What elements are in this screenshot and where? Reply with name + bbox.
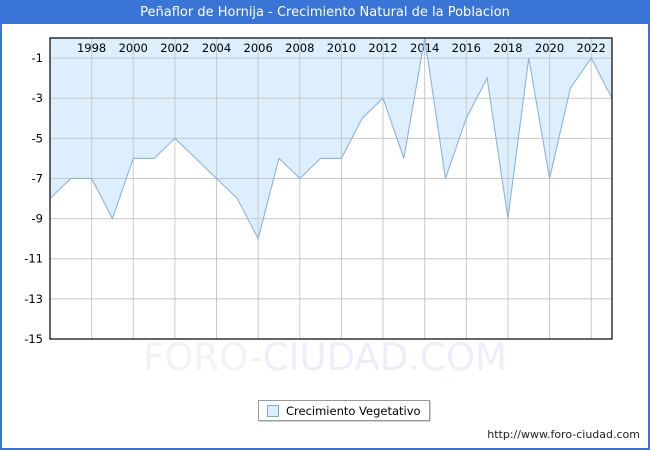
chart-legend[interactable]: Crecimiento Vegetativo [258, 400, 430, 421]
legend-label: Crecimiento Vegetativo [286, 403, 421, 418]
legend-swatch-icon [267, 404, 279, 417]
y-axis-tick-label: -13 [24, 292, 43, 306]
x-axis-tick-label: 2022 [577, 41, 606, 55]
y-axis-tick-label: -1 [32, 51, 43, 65]
population-growth-chart: -1 -3 -5 -7 -9 -11 -13 -15 1998 2000 2002 2004 2006 2… [24, 37, 613, 346]
x-axis-tick-label: 2004 [202, 41, 231, 55]
x-axis-tick-label: 1998 [77, 41, 106, 55]
x-axis-tick-label: 2016 [452, 41, 481, 55]
x-axis-tick-label: 2010 [327, 41, 356, 55]
y-axis-tick-label: -5 [32, 131, 43, 145]
y-axis-tick-label: -15 [24, 332, 43, 346]
y-axis-tick-label: -3 [32, 91, 43, 105]
x-axis-tick-label: 2008 [285, 41, 314, 55]
plot-border [49, 37, 613, 340]
window-title: Peñaflor de Hornija - Crecimiento Natura… [2, 2, 648, 24]
chart-area: -1 -3 -5 -7 -9 -11 -13 -15 1998 2000 2002 2004 2006 2… [2, 24, 648, 448]
x-axis-tick-label: 2006 [244, 41, 273, 55]
y-axis-tick-label: -9 [32, 212, 43, 226]
x-axis-tick-label: 2020 [535, 41, 564, 55]
x-axis-tick-label: 2014 [410, 41, 439, 55]
footer-url[interactable]: http://www.foro-ciudad.com [487, 428, 640, 441]
y-axis-tick-label: -11 [24, 252, 43, 266]
x-axis-tick-label: 2000 [119, 41, 148, 55]
x-axis-tick-label: 2012 [368, 41, 397, 55]
x-axis-tick-label: 2002 [160, 41, 189, 55]
x-axis-tick-label: 2018 [493, 41, 522, 55]
data-line-crecimiento-vegetativo [49, 37, 613, 241]
y-axis-tick-label: -7 [32, 171, 43, 185]
